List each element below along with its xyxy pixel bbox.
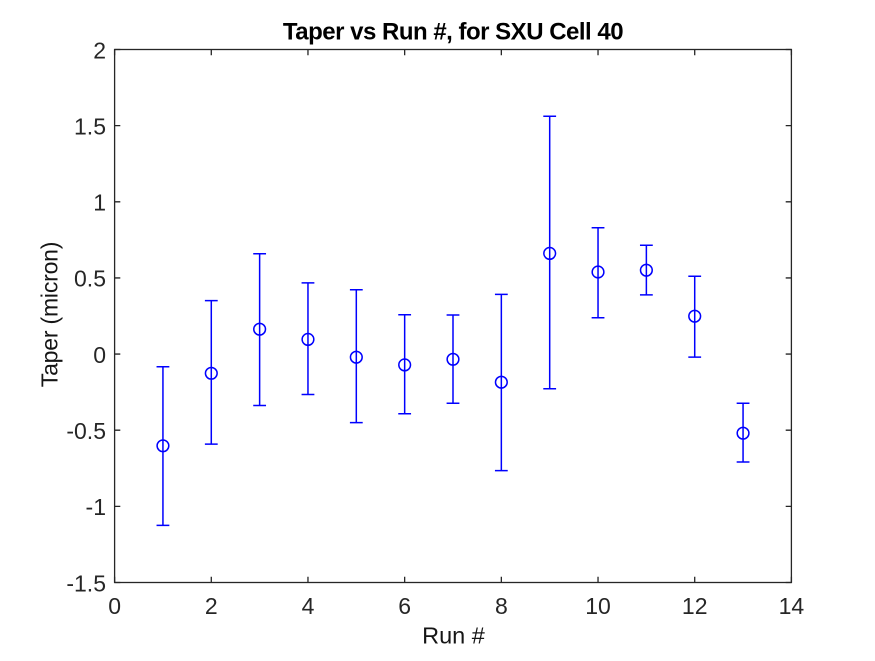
svg-text:Run #: Run # (422, 622, 485, 648)
svg-text:Taper vs Run #, for SXU Cell 4: Taper vs Run #, for SXU Cell 40 (283, 19, 623, 46)
svg-text:14: 14 (779, 593, 805, 619)
svg-text:-1: -1 (86, 494, 106, 520)
svg-text:0.5: 0.5 (74, 266, 106, 292)
svg-text:8: 8 (495, 593, 508, 619)
svg-text:2: 2 (93, 37, 106, 63)
svg-text:-1.5: -1.5 (66, 570, 106, 596)
svg-text:Taper (micron): Taper (micron) (37, 242, 63, 387)
svg-text:4: 4 (302, 593, 315, 619)
svg-text:-0.5: -0.5 (66, 418, 106, 444)
svg-text:1: 1 (93, 190, 106, 216)
svg-text:12: 12 (682, 593, 708, 619)
svg-text:0: 0 (108, 593, 121, 619)
svg-text:1.5: 1.5 (74, 113, 106, 139)
svg-text:0: 0 (93, 342, 106, 368)
svg-text:2: 2 (205, 593, 218, 619)
svg-text:6: 6 (398, 593, 411, 619)
svg-text:10: 10 (585, 593, 611, 619)
